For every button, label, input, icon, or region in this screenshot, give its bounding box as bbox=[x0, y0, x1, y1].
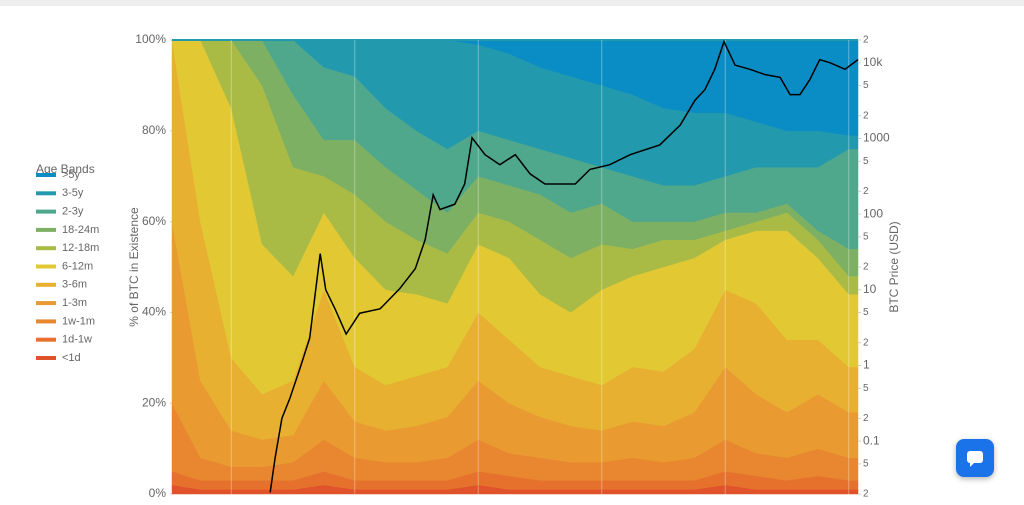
legend-label: 3-6m bbox=[62, 279, 87, 291]
y-tick-label: 100% bbox=[135, 32, 166, 46]
y2-tick-label: 2 bbox=[863, 110, 869, 121]
y2-tick-label: 100 bbox=[863, 206, 883, 220]
y-tick-label: 20% bbox=[142, 395, 166, 409]
legend-label: >5y bbox=[62, 169, 81, 181]
y2-tick-label: 2 bbox=[863, 489, 869, 500]
legend-label: 6-12m bbox=[62, 260, 93, 272]
y2-tick-label: 1 bbox=[863, 358, 870, 372]
legend-swatch bbox=[36, 264, 56, 269]
y-axis-title: % of BTC in Existence bbox=[127, 207, 141, 327]
y2-tick-label: 5 bbox=[863, 383, 869, 394]
y2-tick-label: 5 bbox=[863, 307, 869, 318]
legend-swatch bbox=[36, 319, 56, 324]
y2-axis-title: BTC Price (USD) bbox=[887, 221, 901, 312]
y-tick-label: 60% bbox=[142, 214, 166, 228]
legend-label: 3-5y bbox=[62, 187, 84, 199]
legend-label: <1d bbox=[62, 352, 81, 364]
legend-title: Age Bands bbox=[36, 162, 95, 176]
y2-tick-label: 2 bbox=[863, 262, 869, 273]
legend-swatch bbox=[36, 282, 56, 287]
y2-tick-label: 2 bbox=[863, 186, 869, 197]
y2-tick-label: 2 bbox=[863, 35, 869, 46]
y-tick-label: 40% bbox=[142, 305, 166, 319]
legend-label: 18-24m bbox=[62, 224, 99, 236]
legend-label: 1d-1w bbox=[62, 334, 92, 346]
price-line bbox=[269, 39, 859, 493]
chat-icon bbox=[967, 451, 983, 467]
legend-swatch bbox=[36, 173, 56, 177]
legend-swatch bbox=[36, 246, 56, 251]
legend-label: 12-18m bbox=[62, 242, 99, 254]
y2-tick-label: 2 bbox=[863, 413, 869, 424]
y2-tick-label: 0.1 bbox=[863, 433, 880, 447]
legend-swatch bbox=[36, 209, 56, 214]
chat-button[interactable] bbox=[956, 439, 994, 477]
y2-tick-label: 10k bbox=[863, 55, 883, 69]
y2-tick-label: 10 bbox=[863, 282, 877, 296]
legend-swatch bbox=[36, 356, 56, 360]
legend-swatch bbox=[36, 191, 56, 196]
top-bar bbox=[0, 0, 1024, 6]
y-tick-label: 80% bbox=[142, 123, 166, 137]
y-tick-label: 0% bbox=[149, 486, 167, 500]
y2-tick-label: 2 bbox=[863, 337, 869, 348]
legend-swatch bbox=[36, 301, 56, 306]
y2-tick-label: 5 bbox=[863, 80, 869, 91]
y2-tick-label: 5 bbox=[863, 156, 869, 167]
legend-label: 1w-1m bbox=[62, 315, 95, 327]
y2-tick-label: 5 bbox=[863, 232, 869, 243]
y2-tick-label: 5 bbox=[863, 459, 869, 470]
y2-tick-label: 1000 bbox=[863, 131, 890, 145]
legend-swatch bbox=[36, 227, 56, 232]
legend-label: 1-3m bbox=[62, 297, 87, 309]
legend-swatch bbox=[36, 337, 56, 342]
legend-label: 2-3y bbox=[62, 206, 84, 218]
